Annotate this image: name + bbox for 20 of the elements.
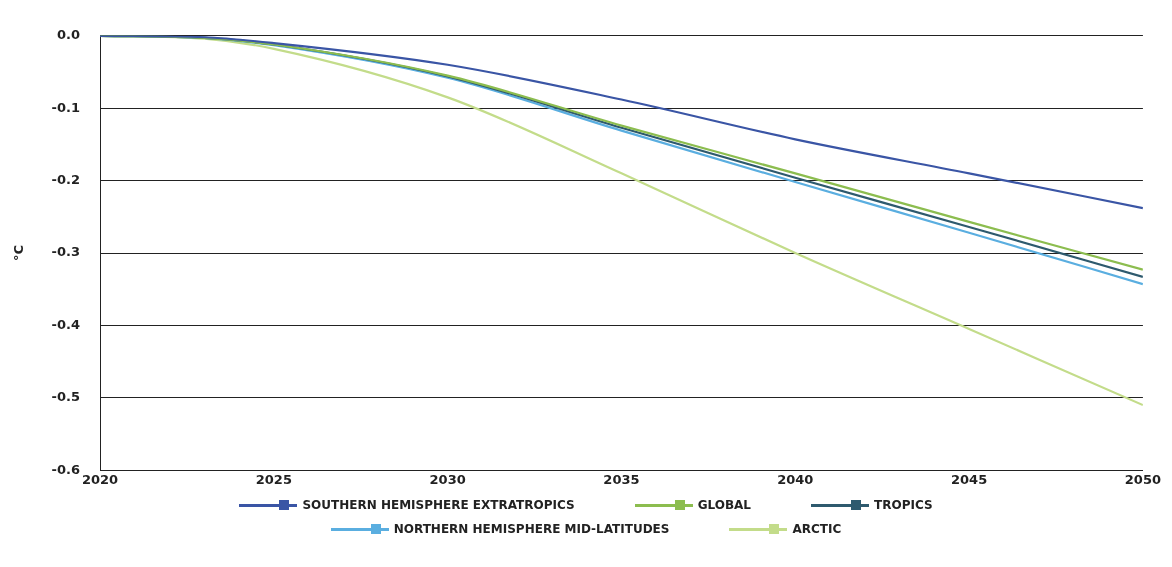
x-tick-label: 2020 — [81, 472, 119, 488]
y-tick-label: 0.0 — [56, 27, 81, 43]
x-tick-label: 2050 — [1124, 472, 1161, 488]
y-axis-title: °C — [11, 244, 27, 262]
x-tick-label: 2025 — [255, 472, 292, 488]
x-tick-label: 2030 — [429, 472, 466, 488]
x-tick-label: 2045 — [951, 472, 988, 488]
y-tick-label: -0.2 — [51, 171, 81, 187]
y-tick-label: -0.5 — [51, 389, 81, 405]
y-tick-label: -0.4 — [51, 316, 81, 332]
legend-label: ARCTIC — [792, 522, 842, 536]
x-tick-label: 2035 — [603, 472, 640, 488]
legend-label: NORTHERN HEMISPHERE MID-LATITUDES — [393, 522, 670, 536]
y-tick-label: -0.3 — [51, 244, 81, 260]
y-tick-label: -0.1 — [51, 99, 81, 115]
x-tick-label: 2040 — [777, 472, 814, 488]
legend-label: TROPICS — [874, 498, 933, 512]
legend-label: SOUTHERN HEMISPHERE EXTRATROPICS — [302, 498, 575, 512]
legend-label: GLOBAL — [697, 498, 751, 512]
y-tick-label: -0.6 — [51, 461, 81, 477]
